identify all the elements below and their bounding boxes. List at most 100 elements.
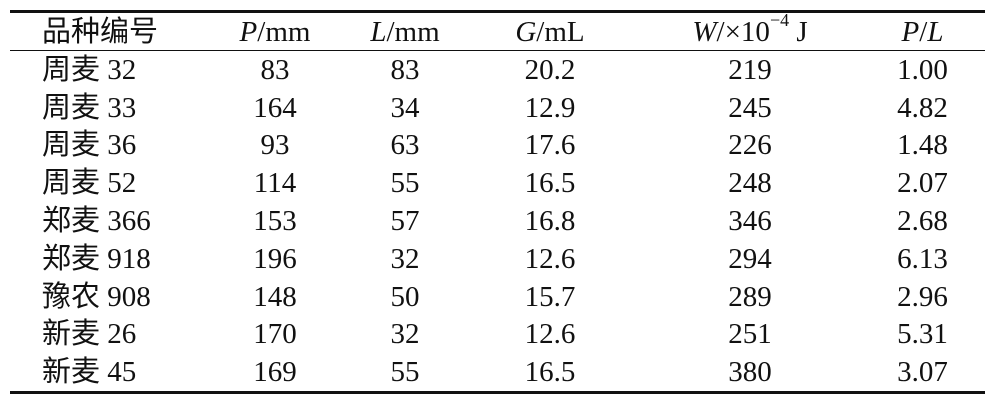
header-cell: W/×10−4 J (640, 10, 860, 51)
header-text: 品种编号 (42, 15, 159, 48)
cell-text: 周麦 52 (42, 167, 137, 200)
cell-text: 4.82 (897, 91, 948, 124)
header-cell: L/mm (350, 12, 460, 51)
variety-cell: 郑麦 918 (10, 240, 200, 278)
table-body: 周麦 32 83 83 20.2 219 1.00 周麦 33 164 34 12.9 245 4.8… (10, 51, 985, 393)
value-cell: 16.8 (460, 202, 640, 240)
value-cell: 5.31 (860, 316, 985, 354)
header-text: /mm (257, 15, 311, 48)
header-text: P (239, 15, 258, 48)
value-cell: 6.13 (860, 240, 985, 278)
value-cell: 1.00 (860, 51, 985, 89)
value-cell: 34 (350, 89, 460, 127)
cell-text: 148 (253, 280, 297, 313)
cell-text: 251 (728, 318, 772, 351)
cell-text: 新麦 26 (42, 318, 137, 351)
table-row: 周麦 32 83 83 20.2 219 1.00 (10, 51, 985, 89)
value-cell: 219 (640, 51, 860, 89)
table-row: 新麦 26 170 32 12.6 251 5.31 (10, 316, 985, 354)
value-cell: 16.5 (460, 164, 640, 202)
value-cell: 4.82 (860, 89, 985, 127)
cell-text: 63 (390, 129, 420, 162)
header-text: J (789, 15, 808, 48)
cell-text: 2.07 (897, 167, 948, 200)
cell-text: 1.00 (897, 53, 948, 86)
cell-text: 294 (728, 242, 772, 275)
header-text: / (919, 15, 928, 48)
value-cell: 3.07 (860, 353, 985, 392)
value-cell: 12.6 (460, 240, 640, 278)
header-cell: G/mL (460, 12, 640, 51)
variety-cell: 郑麦 366 (10, 202, 200, 240)
cell-text: 93 (260, 129, 290, 162)
cell-text: 2.96 (897, 280, 948, 313)
value-cell: 148 (200, 278, 350, 316)
cell-text: 346 (728, 205, 772, 238)
cell-text: 57 (390, 205, 420, 238)
cell-text: 32 (390, 242, 420, 275)
value-cell: 114 (200, 164, 350, 202)
variety-cell: 新麦 26 (10, 316, 200, 354)
cell-text: 16.5 (524, 356, 576, 389)
header-text: G (515, 15, 537, 48)
cell-text: 169 (253, 356, 297, 389)
table-row: 周麦 33 164 34 12.9 245 4.82 (10, 89, 985, 127)
value-cell: 32 (350, 240, 460, 278)
cell-text: 12.6 (524, 242, 576, 275)
cell-text: 83 (260, 53, 290, 86)
variety-cell: 周麦 32 (10, 51, 200, 89)
cell-text: 12.9 (524, 91, 576, 124)
cell-text: 周麦 33 (42, 91, 137, 124)
cell-text: 5.31 (897, 318, 948, 351)
cell-text: 20.2 (524, 53, 576, 86)
cell-text: 新麦 45 (42, 356, 137, 389)
table-row: 郑麦 918 196 32 12.6 294 6.13 (10, 240, 985, 278)
value-cell: 248 (640, 164, 860, 202)
table-row: 周麦 36 93 63 17.6 226 1.48 (10, 127, 985, 165)
cell-text: 153 (253, 205, 297, 238)
value-cell: 32 (350, 316, 460, 354)
value-cell: 55 (350, 353, 460, 392)
variety-cell: 豫农 908 (10, 278, 200, 316)
value-cell: 170 (200, 316, 350, 354)
cell-text: 289 (728, 280, 772, 313)
value-cell: 245 (640, 89, 860, 127)
cell-text: 164 (253, 91, 297, 124)
cell-text: 114 (253, 167, 297, 200)
value-cell: 346 (640, 202, 860, 240)
table-row: 郑麦 366 153 57 16.8 346 2.68 (10, 202, 985, 240)
value-cell: 12.6 (460, 316, 640, 354)
value-cell: 16.5 (460, 353, 640, 392)
header-row: 品种编号 P/mm L/mm G/mL W/×10−4 J P/L (10, 10, 985, 51)
header-text: L (370, 15, 387, 48)
value-cell: 20.2 (460, 51, 640, 89)
variety-cell: 周麦 33 (10, 89, 200, 127)
value-cell: 196 (200, 240, 350, 278)
cell-text: 245 (728, 91, 772, 124)
cell-text: 196 (253, 242, 297, 275)
header-text: P (901, 15, 920, 48)
value-cell: 83 (200, 51, 350, 89)
header-text: W (692, 15, 717, 48)
cell-text: 380 (728, 356, 772, 389)
variety-cell: 周麦 36 (10, 127, 200, 165)
cell-text: 55 (390, 167, 420, 200)
cell-text: 17.6 (524, 129, 576, 162)
value-cell: 380 (640, 353, 860, 392)
value-cell: 93 (200, 127, 350, 165)
value-cell: 83 (350, 51, 460, 89)
value-cell: 169 (200, 353, 350, 392)
variety-cell: 周麦 52 (10, 164, 200, 202)
value-cell: 153 (200, 202, 350, 240)
cell-text: 周麦 36 (42, 129, 137, 162)
cell-text: 2.68 (897, 205, 948, 238)
cell-text: 3.07 (897, 356, 948, 389)
cell-text: 34 (390, 91, 420, 124)
cell-text: 1.48 (897, 129, 948, 162)
table-row: 周麦 52 114 55 16.5 248 2.07 (10, 164, 985, 202)
value-cell: 294 (640, 240, 860, 278)
cell-text: 周麦 32 (42, 53, 137, 86)
value-cell: 63 (350, 127, 460, 165)
value-cell: 226 (640, 127, 860, 165)
